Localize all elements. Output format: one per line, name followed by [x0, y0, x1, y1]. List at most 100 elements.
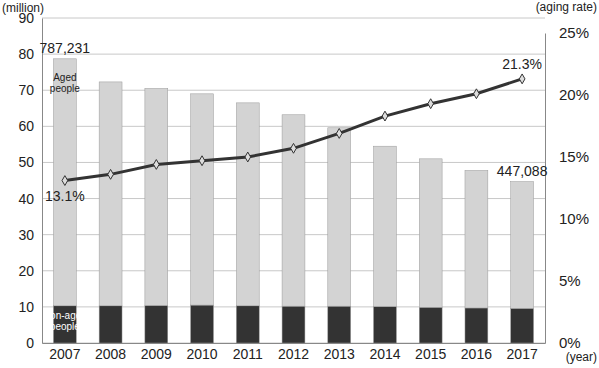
tick: 2008	[95, 343, 126, 362]
marker	[108, 169, 114, 179]
annotation: 21.3%	[502, 56, 542, 72]
tick: 60	[18, 118, 42, 134]
tick: 2007	[49, 343, 80, 362]
annotations: 787,231 447,088 13.1% 21.3%	[40, 40, 548, 204]
tick: 20	[18, 263, 42, 279]
axis-line	[42, 19, 43, 344]
tick-label: 25%	[559, 24, 589, 41]
tick: 10%	[545, 210, 589, 227]
tick: 0	[26, 335, 42, 351]
tick: 2012	[278, 343, 309, 362]
tick-label: 20%	[559, 86, 589, 103]
tick-label: 30	[18, 227, 34, 243]
tick-label: 10	[18, 299, 34, 315]
tick-label: 2014	[369, 346, 400, 362]
tick-label: 10%	[559, 210, 589, 227]
tick-label: 40	[18, 191, 34, 207]
tick: 2015	[415, 343, 446, 362]
axis-line	[545, 34, 546, 344]
bar	[328, 128, 351, 306]
tick: 30	[18, 227, 42, 243]
bar	[236, 103, 259, 306]
tick-label: 2012	[278, 346, 309, 362]
tick-label: 2010	[186, 346, 217, 362]
y-axis: 0102030405060708090	[18, 10, 42, 351]
bar	[465, 170, 488, 308]
grid-line	[42, 18, 545, 19]
grid-line	[42, 54, 545, 55]
tick: 15%	[545, 148, 589, 165]
series-label: Non-agedpeople	[43, 310, 87, 332]
series-label-part: people	[50, 83, 80, 94]
bar	[282, 115, 305, 306]
marker	[291, 143, 297, 153]
bar	[236, 306, 259, 343]
bar	[282, 306, 305, 343]
grid	[42, 18, 545, 343]
tick: 0%	[545, 334, 581, 351]
bar	[374, 146, 397, 306]
x-axis-title: (year)	[566, 350, 597, 364]
tick: 20%	[545, 86, 589, 103]
y-axis-title: (million)	[2, 1, 44, 15]
tick: 2016	[461, 343, 492, 362]
tick: 2013	[324, 343, 355, 362]
bar	[511, 308, 534, 343]
tick-label: 2016	[461, 346, 492, 362]
marker	[336, 129, 342, 139]
tick-label: 5%	[559, 272, 581, 289]
marker	[153, 160, 159, 170]
series-label-part: Non-aged	[43, 310, 87, 321]
marker	[199, 156, 205, 166]
series-label-part: people	[50, 321, 80, 332]
series-label-part: Aged	[53, 72, 76, 83]
marks	[53, 59, 533, 343]
bar	[99, 82, 122, 306]
tick-label: 20	[18, 263, 34, 279]
annotation: 13.1%	[45, 188, 85, 204]
tick-label: 2009	[141, 346, 172, 362]
tick: 2011	[233, 343, 263, 362]
tick: 2009	[141, 343, 172, 362]
bar	[191, 94, 214, 305]
tick-label: 80	[18, 46, 34, 62]
marker	[382, 111, 388, 121]
axis-titles: (million) (aging rate) (year)	[2, 0, 597, 364]
tick: 10	[18, 299, 42, 315]
marker	[428, 99, 434, 109]
bar	[53, 59, 76, 306]
tick-label: 50	[18, 154, 34, 170]
tick: 25%	[545, 24, 589, 41]
tick-label: 0%	[559, 334, 581, 351]
annotation: 787,231	[40, 40, 91, 56]
bar	[145, 305, 168, 343]
tick: 2017	[507, 343, 538, 362]
tick-label: 2007	[49, 346, 80, 362]
tick-label: 2011	[233, 346, 263, 362]
tick: 80	[18, 46, 42, 62]
marker	[245, 152, 251, 162]
tick-label: 0	[26, 335, 34, 351]
series-labels: Non-agedpeopleAgedpeople	[43, 72, 87, 333]
marker	[474, 89, 480, 99]
bar	[419, 307, 442, 343]
tick: 70	[18, 82, 42, 98]
tick-label: 70	[18, 82, 34, 98]
tick-label: 2013	[324, 346, 355, 362]
annotation: 447,088	[497, 163, 548, 179]
marker	[519, 74, 525, 84]
tick: 50	[18, 154, 42, 170]
chart: 01020304050607080900%5%10%15%20%25%20072…	[0, 0, 599, 368]
tick-label: 2017	[507, 346, 538, 362]
tick-label: 2008	[95, 346, 126, 362]
tick: 2010	[186, 343, 217, 362]
bar	[465, 308, 488, 343]
tick-label: 15%	[559, 148, 589, 165]
y2-axis-title: (aging rate)	[536, 0, 597, 14]
tick: 2014	[369, 343, 400, 362]
bar	[419, 159, 442, 307]
series-label: Agedpeople	[50, 72, 80, 94]
bar	[145, 88, 168, 305]
tick: 5%	[545, 272, 581, 289]
axis-line	[43, 343, 546, 344]
